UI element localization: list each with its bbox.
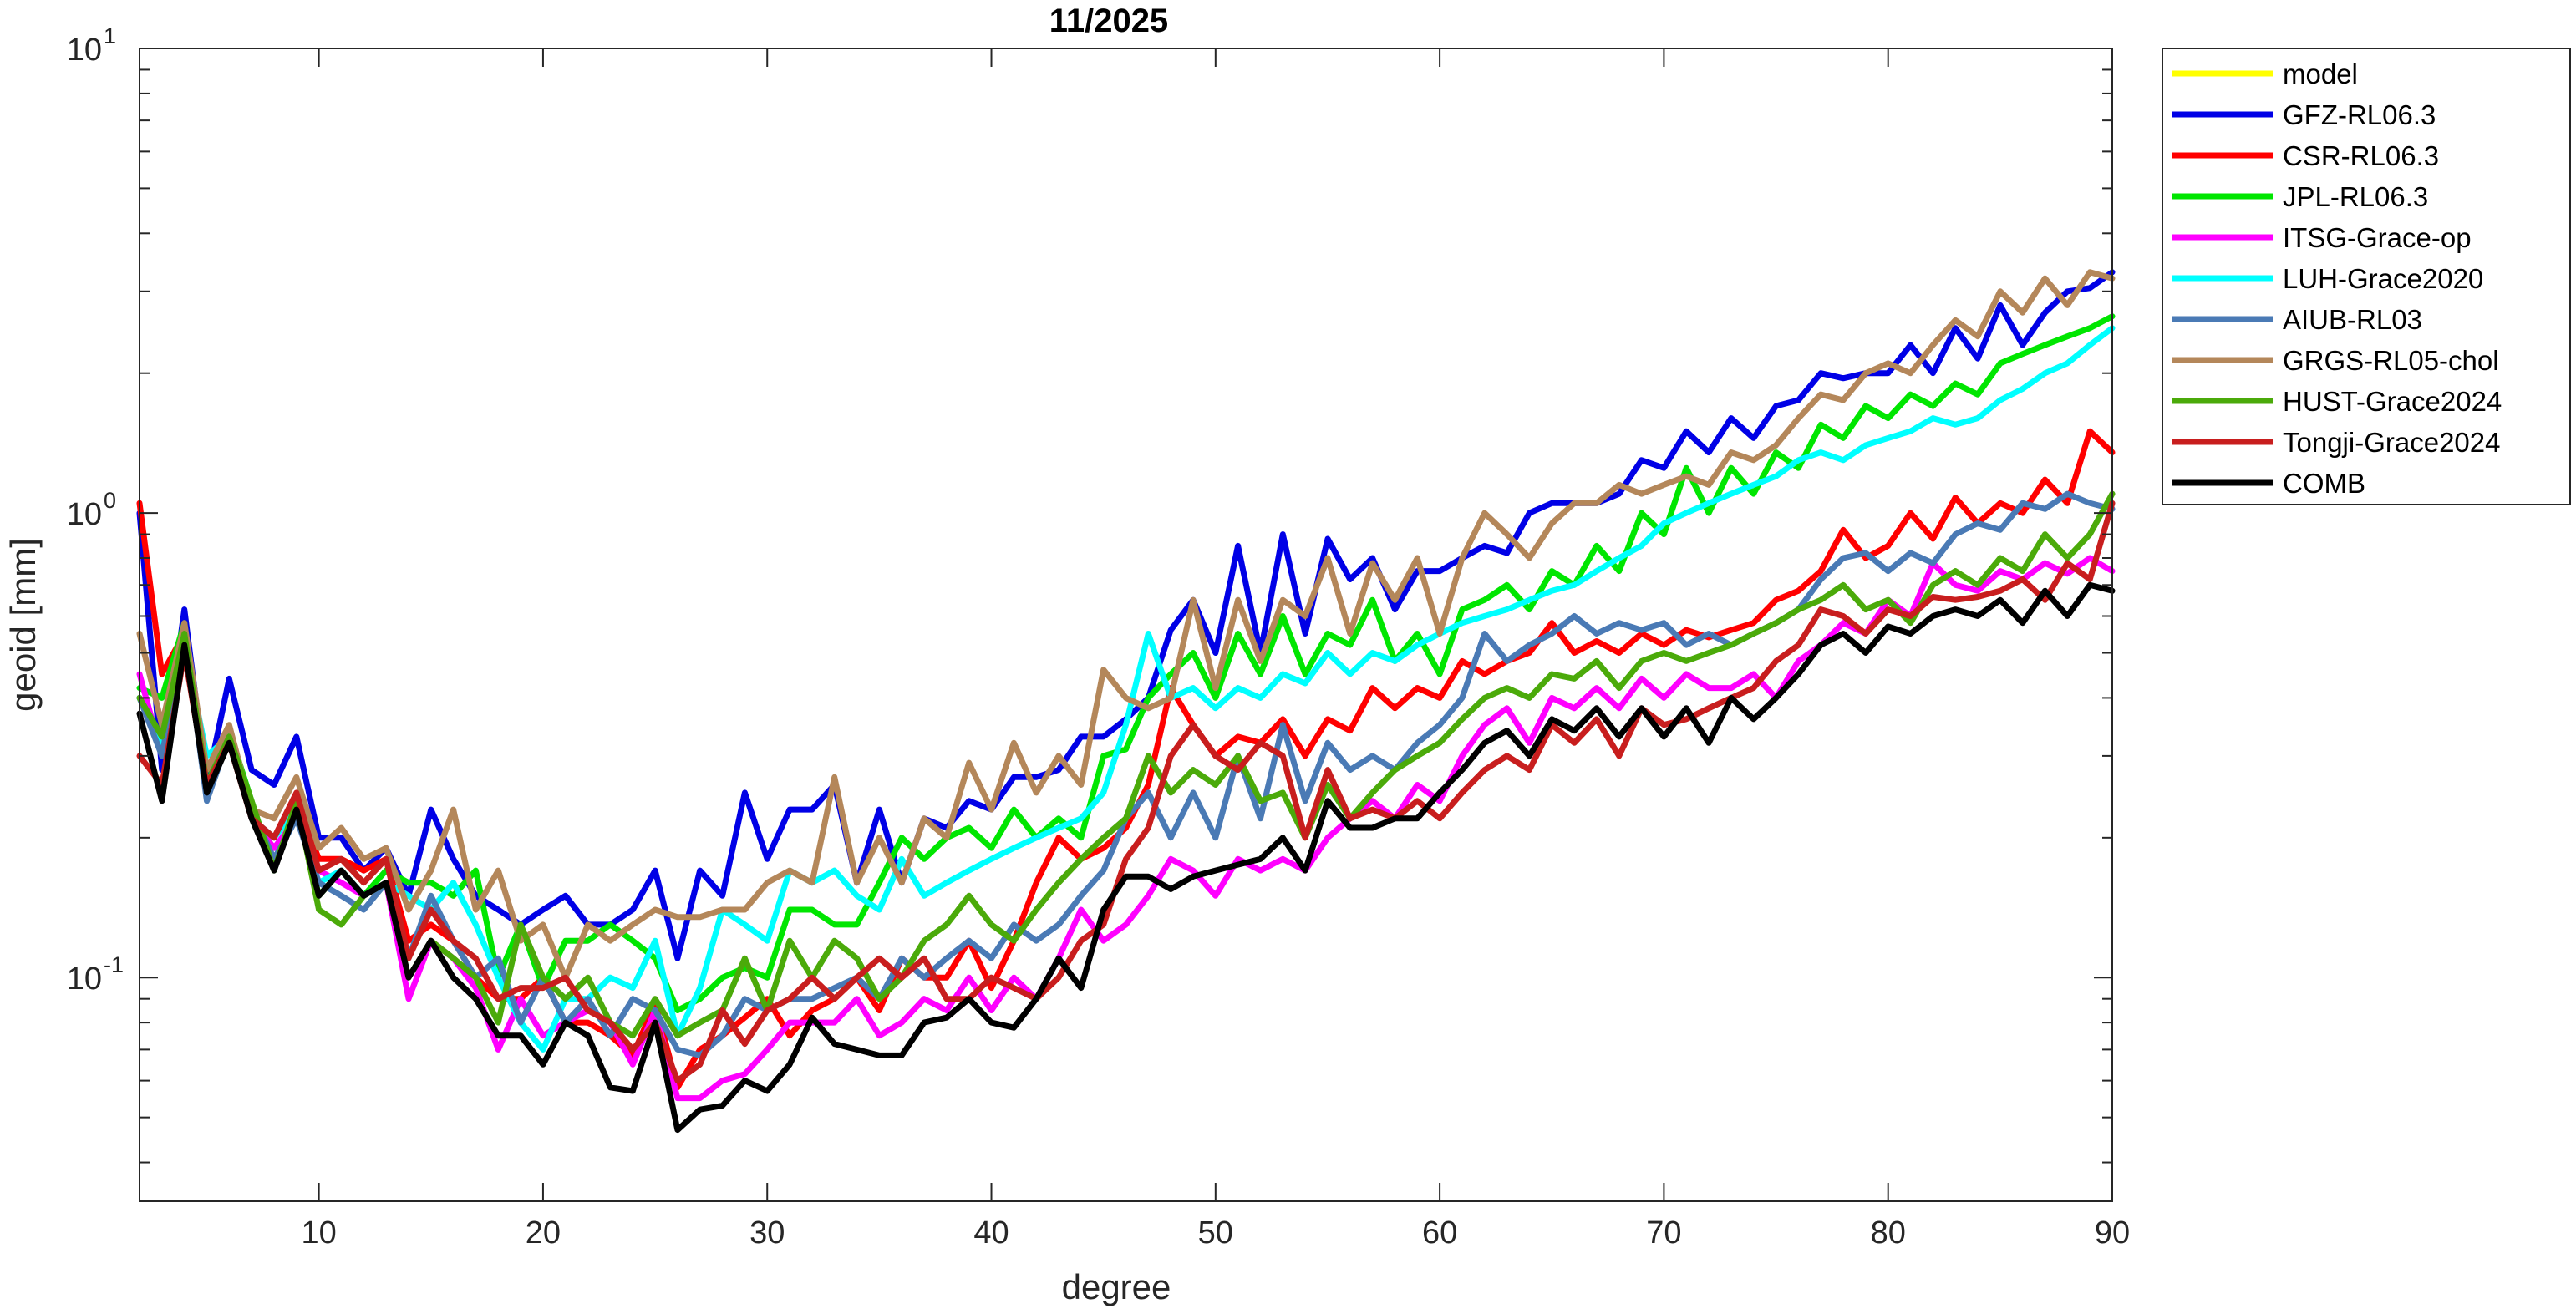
series-line-10: [136, 581, 2116, 1134]
legend-label: AIUB-RL03: [2283, 304, 2422, 335]
series-line-8: [136, 490, 2116, 1039]
series-lines: [136, 269, 2116, 1134]
y-tick-exponent: 0: [104, 488, 116, 513]
legend-label: COMB: [2283, 468, 2365, 499]
chart-title: 11/2025: [1049, 3, 1168, 39]
series-line-9: [136, 500, 2116, 1084]
series-line-7: [136, 269, 2116, 981]
y-tick-label: 10 -1: [67, 952, 124, 997]
legend-label: ITSG-Grace-op: [2283, 222, 2472, 253]
plot-area: [140, 48, 2112, 1201]
legend-label: model: [2283, 58, 2358, 89]
legend-label: GFZ-RL06.3: [2283, 99, 2436, 130]
x-tick-label: 10: [301, 1215, 336, 1251]
y-tick-base: 10: [67, 33, 102, 68]
y-tick-label: 10 1: [67, 23, 116, 68]
legend-label: LUH-Grace2020: [2283, 263, 2483, 294]
series-line-4: [136, 555, 2116, 1102]
x-tick-label: 90: [2095, 1215, 2130, 1251]
y-tick-exponent: 1: [104, 23, 116, 48]
x-axis-label: degree: [1062, 1267, 1171, 1306]
legend-label: HUST-Grace2024: [2283, 386, 2502, 417]
legend-label: CSR-RL06.3: [2283, 140, 2439, 171]
x-tick-label: 20: [526, 1215, 561, 1251]
x-tick-label: 30: [749, 1215, 785, 1251]
legend-label: GRGS-RL05-chol: [2283, 345, 2499, 376]
y-tick-base: 10: [67, 497, 102, 532]
x-tick-label: 40: [973, 1215, 1009, 1251]
y-axis-label: geoid [mm]: [3, 538, 43, 712]
x-tick-label: 50: [1198, 1215, 1233, 1251]
series-line-5: [136, 325, 2116, 1053]
y-tick-exponent: -1: [104, 952, 124, 977]
y-tick-label: 10 0: [67, 488, 116, 532]
x-tick-label: 60: [1422, 1215, 1457, 1251]
legend-label: Tongji-Grace2024: [2283, 427, 2501, 458]
legend-label: JPL-RL06.3: [2283, 181, 2428, 212]
plot-frame: [139, 48, 2113, 1202]
legend: model GFZ-RL06.3 CSR-RL06.3 JPL-RL06.3 ITSG-…: [2162, 48, 2571, 505]
x-tick-label: 80: [1871, 1215, 1906, 1251]
x-axis: 10 20 30 40 50 60 70 80 90: [301, 48, 2130, 1251]
y-tick-base: 10: [67, 961, 102, 997]
x-tick-label: 70: [1646, 1215, 1681, 1251]
